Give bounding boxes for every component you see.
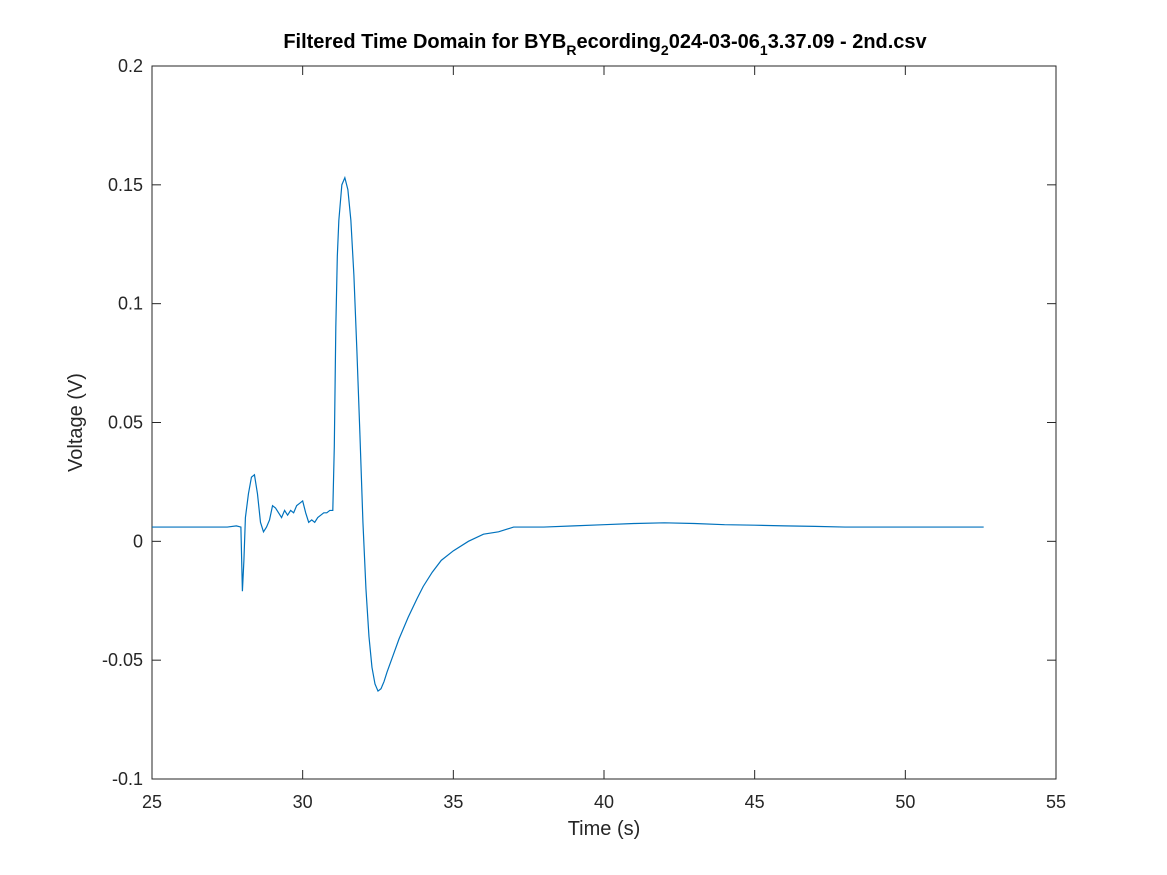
y-tick-label: 0.15 (108, 175, 143, 195)
x-axis-tick-labels: 25 30 35 40 45 50 55 (142, 792, 1066, 812)
voltage-series-line (152, 175, 984, 693)
x-tick-label: 45 (745, 792, 765, 812)
y-tick-label: 0.05 (108, 413, 143, 433)
axis-ticks (151, 65, 1057, 780)
y-tick-label: 0 (133, 531, 143, 551)
y-tick-label: 0.2 (118, 56, 143, 76)
y-tick-label: -0.05 (102, 650, 143, 670)
chart-title: Filtered Time Domain for BYBRecording202… (283, 31, 927, 58)
y-tick-label: -0.1 (112, 769, 143, 789)
y-axis-title: Voltage (V) (65, 373, 87, 472)
title-subscript: 2 (661, 42, 669, 58)
x-tick-label: 25 (142, 792, 162, 812)
title-subscript: 1 (760, 42, 768, 58)
x-tick-label: 55 (1046, 792, 1066, 812)
y-axis-tick-labels: -0.1 -0.05 0 0.05 0.1 0.15 0.2 (102, 56, 143, 789)
x-tick-label: 35 (443, 792, 463, 812)
x-tick-label: 30 (293, 792, 313, 812)
title-text-part: ecording (576, 31, 660, 53)
title-text-part: 3.37.09 - 2nd.csv (768, 31, 928, 53)
title-subscript: R (566, 42, 576, 58)
title-text-part: Filtered Time Domain for BYB (283, 31, 566, 53)
x-axis-title: Time (s) (568, 818, 641, 840)
x-tick-label: 50 (895, 792, 915, 812)
title-text-part: 024-03-06 (669, 31, 760, 53)
y-tick-label: 0.1 (118, 294, 143, 314)
x-tick-label: 40 (594, 792, 614, 812)
plot-area (151, 65, 1057, 780)
